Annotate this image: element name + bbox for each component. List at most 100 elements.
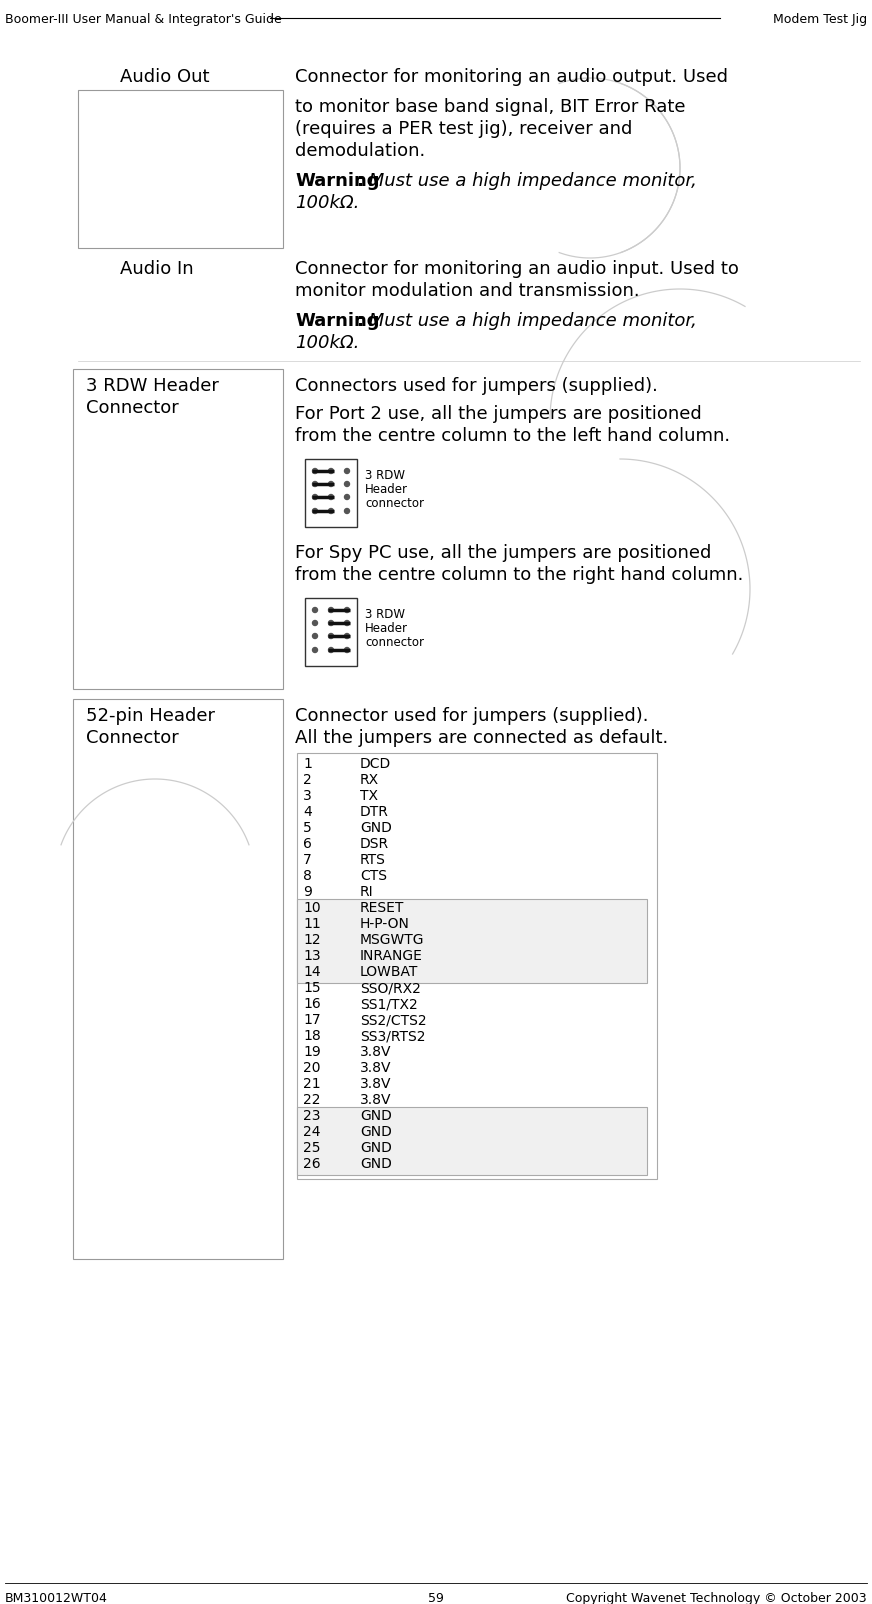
Text: 21: 21 xyxy=(303,1076,321,1091)
Text: 23: 23 xyxy=(303,1108,321,1123)
Text: MSGWTG: MSGWTG xyxy=(360,934,425,946)
Text: 4: 4 xyxy=(303,805,312,820)
Circle shape xyxy=(329,481,333,486)
Text: connector: connector xyxy=(365,497,424,510)
Text: RX: RX xyxy=(360,773,379,788)
Text: 3.8V: 3.8V xyxy=(360,1060,392,1075)
FancyBboxPatch shape xyxy=(297,898,647,983)
Text: from the centre column to the left hand column.: from the centre column to the left hand … xyxy=(295,427,730,444)
Text: 25: 25 xyxy=(303,1140,321,1155)
Text: Modem Test Jig: Modem Test Jig xyxy=(773,13,867,26)
Text: For Spy PC use, all the jumpers are positioned: For Spy PC use, all the jumpers are posi… xyxy=(295,544,712,561)
Text: Connector for monitoring an audio input. Used to: Connector for monitoring an audio input.… xyxy=(295,260,739,277)
Text: 12: 12 xyxy=(303,934,321,946)
Text: SS1/TX2: SS1/TX2 xyxy=(360,998,418,1011)
Text: 11: 11 xyxy=(303,917,321,930)
Text: 52-pin Header: 52-pin Header xyxy=(86,707,215,725)
Text: 9: 9 xyxy=(303,885,312,898)
Text: 3 RDW: 3 RDW xyxy=(365,468,405,481)
FancyBboxPatch shape xyxy=(297,1107,647,1176)
Text: Must use a high impedance monitor,: Must use a high impedance monitor, xyxy=(363,172,697,189)
Circle shape xyxy=(329,608,333,613)
Text: 100kΩ.: 100kΩ. xyxy=(295,194,359,212)
Circle shape xyxy=(344,621,350,626)
Text: 3: 3 xyxy=(303,789,312,804)
Text: 3.8V: 3.8V xyxy=(360,1092,392,1107)
Text: DTR: DTR xyxy=(360,805,389,820)
Text: LOWBAT: LOWBAT xyxy=(360,966,419,978)
Text: SS3/RTS2: SS3/RTS2 xyxy=(360,1030,426,1043)
Text: 15: 15 xyxy=(303,982,321,994)
Text: 1: 1 xyxy=(303,757,312,772)
Text: DSR: DSR xyxy=(360,837,389,852)
Text: 2: 2 xyxy=(303,773,312,788)
Text: GND: GND xyxy=(360,821,392,836)
Circle shape xyxy=(312,468,317,473)
Circle shape xyxy=(312,648,317,653)
FancyBboxPatch shape xyxy=(73,699,283,1259)
Text: Header: Header xyxy=(365,622,408,635)
FancyBboxPatch shape xyxy=(73,369,283,690)
Text: INRANGE: INRANGE xyxy=(360,950,423,962)
Text: SSO/RX2: SSO/RX2 xyxy=(360,982,421,994)
Text: (requires a PER test jig), receiver and: (requires a PER test jig), receiver and xyxy=(295,120,632,138)
Text: 18: 18 xyxy=(303,1030,321,1043)
Text: 19: 19 xyxy=(303,1044,321,1059)
Text: 16: 16 xyxy=(303,998,321,1011)
Text: 13: 13 xyxy=(303,950,321,962)
Circle shape xyxy=(344,648,350,653)
Circle shape xyxy=(329,494,333,499)
Text: :: : xyxy=(357,313,364,330)
Circle shape xyxy=(329,621,333,626)
Circle shape xyxy=(344,468,350,473)
Text: 10: 10 xyxy=(303,901,321,914)
Text: CTS: CTS xyxy=(360,869,387,882)
Text: RI: RI xyxy=(360,885,373,898)
Text: GND: GND xyxy=(360,1124,392,1139)
Circle shape xyxy=(329,648,333,653)
Circle shape xyxy=(329,634,333,638)
FancyBboxPatch shape xyxy=(78,90,283,249)
Text: All the jumpers are connected as default.: All the jumpers are connected as default… xyxy=(295,728,668,747)
Text: 3 RDW Header: 3 RDW Header xyxy=(86,377,219,395)
Circle shape xyxy=(344,481,350,486)
Text: 26: 26 xyxy=(303,1156,321,1171)
Text: GND: GND xyxy=(360,1108,392,1123)
Text: 7: 7 xyxy=(303,853,312,868)
Circle shape xyxy=(312,481,317,486)
Text: For Port 2 use, all the jumpers are positioned: For Port 2 use, all the jumpers are posi… xyxy=(295,404,702,423)
Text: RTS: RTS xyxy=(360,853,386,868)
Text: 6: 6 xyxy=(303,837,312,852)
Circle shape xyxy=(312,494,317,499)
Text: connector: connector xyxy=(365,637,424,650)
Text: 100kΩ.: 100kΩ. xyxy=(295,334,359,351)
Text: Boomer-III User Manual & Integrator's Guide: Boomer-III User Manual & Integrator's Gu… xyxy=(5,13,282,26)
Text: Must use a high impedance monitor,: Must use a high impedance monitor, xyxy=(363,313,697,330)
Text: Connectors used for jumpers (supplied).: Connectors used for jumpers (supplied). xyxy=(295,377,657,395)
Text: 22: 22 xyxy=(303,1092,321,1107)
Circle shape xyxy=(344,494,350,499)
Text: 3.8V: 3.8V xyxy=(360,1044,392,1059)
Text: 8: 8 xyxy=(303,869,312,882)
Text: Connector for monitoring an audio output. Used: Connector for monitoring an audio output… xyxy=(295,67,728,87)
Circle shape xyxy=(344,608,350,613)
Text: Warning: Warning xyxy=(295,313,379,330)
Text: 5: 5 xyxy=(303,821,312,836)
Text: 3.8V: 3.8V xyxy=(360,1076,392,1091)
Text: Connector: Connector xyxy=(86,728,179,747)
Text: 14: 14 xyxy=(303,966,321,978)
FancyBboxPatch shape xyxy=(297,752,657,1179)
Text: 20: 20 xyxy=(303,1060,321,1075)
Circle shape xyxy=(344,508,350,513)
Circle shape xyxy=(329,468,333,473)
Text: from the centre column to the right hand column.: from the centre column to the right hand… xyxy=(295,566,743,584)
Text: GND: GND xyxy=(360,1140,392,1155)
Text: 59: 59 xyxy=(428,1593,444,1604)
Text: GND: GND xyxy=(360,1156,392,1171)
Text: Connector: Connector xyxy=(86,399,179,417)
Text: 3 RDW: 3 RDW xyxy=(365,608,405,621)
Circle shape xyxy=(344,634,350,638)
Text: SS2/CTS2: SS2/CTS2 xyxy=(360,1014,426,1027)
Text: H-P-ON: H-P-ON xyxy=(360,917,410,930)
FancyBboxPatch shape xyxy=(305,598,357,666)
